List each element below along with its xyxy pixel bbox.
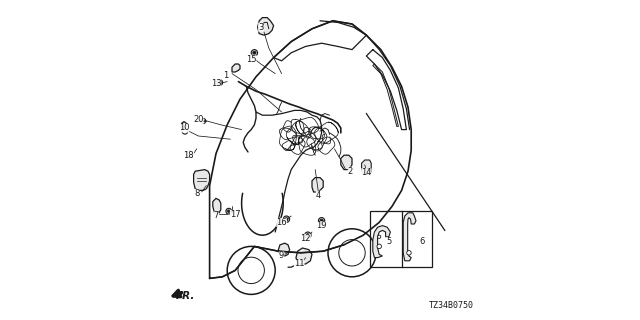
Text: 2: 2 [348, 167, 353, 176]
Bar [370, 211, 432, 267]
Circle shape [307, 234, 310, 237]
Text: 5: 5 [386, 237, 392, 246]
Text: 13: 13 [211, 79, 221, 88]
Text: 6: 6 [420, 237, 425, 246]
Text: 1: 1 [223, 71, 228, 80]
Text: 17: 17 [230, 210, 241, 219]
Text: 20: 20 [193, 116, 204, 124]
Circle shape [377, 244, 381, 249]
Polygon shape [232, 64, 240, 72]
Polygon shape [258, 18, 274, 35]
Text: 11: 11 [294, 260, 305, 268]
Text: 15: 15 [246, 55, 257, 64]
Circle shape [407, 251, 412, 255]
Text: 9: 9 [279, 252, 284, 260]
Text: 18: 18 [184, 151, 194, 160]
Circle shape [320, 219, 323, 222]
Text: 19: 19 [316, 221, 327, 230]
Circle shape [378, 235, 381, 238]
Circle shape [217, 80, 223, 85]
Polygon shape [278, 243, 290, 256]
Polygon shape [340, 155, 352, 170]
Circle shape [319, 218, 325, 224]
Text: 7: 7 [213, 212, 219, 220]
Circle shape [251, 50, 257, 56]
Polygon shape [362, 160, 371, 174]
Text: 14: 14 [361, 168, 372, 177]
Polygon shape [403, 213, 416, 261]
Text: 10: 10 [179, 124, 189, 132]
Polygon shape [312, 178, 323, 192]
Circle shape [305, 232, 311, 238]
Circle shape [226, 208, 232, 214]
Polygon shape [296, 248, 312, 264]
Circle shape [366, 169, 371, 174]
Text: 16: 16 [276, 218, 287, 227]
Circle shape [285, 218, 288, 221]
Polygon shape [212, 198, 221, 213]
Circle shape [228, 210, 230, 212]
Text: 3: 3 [258, 23, 264, 32]
Text: 8: 8 [194, 189, 200, 198]
Polygon shape [372, 226, 390, 258]
Text: 12: 12 [300, 234, 311, 243]
Polygon shape [182, 122, 186, 130]
Text: 4: 4 [316, 191, 321, 200]
Circle shape [283, 216, 289, 222]
Text: FR.: FR. [176, 291, 195, 301]
Text: TZ34B0750: TZ34B0750 [429, 301, 474, 310]
Circle shape [253, 51, 256, 54]
Polygon shape [193, 170, 210, 190]
